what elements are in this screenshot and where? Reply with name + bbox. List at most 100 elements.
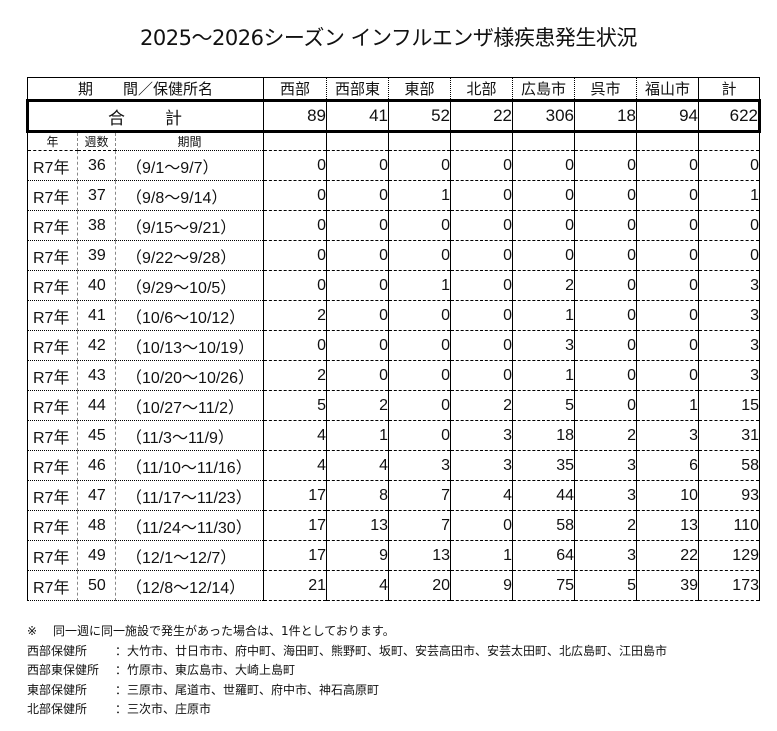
year-cell: R7年 xyxy=(27,150,78,181)
week-cell: 46 xyxy=(77,450,116,481)
year-cell: R7年 xyxy=(27,570,78,601)
total-value: 622 xyxy=(698,99,761,133)
count-cell: 0 xyxy=(450,510,513,541)
count-cell: 0 xyxy=(512,150,575,181)
count-cell: 0 xyxy=(388,330,451,361)
count-cell: 0 xyxy=(326,180,389,211)
count-cell: 0 xyxy=(388,390,451,421)
table-row: R7年 48 （11/24～11/30） 17 13 7 0 58 2 13 110 xyxy=(27,510,760,541)
total-value: 94 xyxy=(636,99,699,133)
count-cell: 0 xyxy=(326,210,389,241)
district-label: 東部保健所 xyxy=(27,682,88,697)
count-cell: 0 xyxy=(450,270,513,301)
header-row: 期 間／保健所名 西部 西部東 東部 北部 広島市 呉市 福山市 計 xyxy=(27,77,760,101)
count-cell: 0 xyxy=(388,360,451,391)
period-cell: （9/15～9/21） xyxy=(115,210,264,241)
empty-cell xyxy=(512,131,575,151)
count-cell: 0 xyxy=(326,270,389,301)
count-cell: 3 xyxy=(698,330,760,361)
count-cell: 10 xyxy=(636,480,699,511)
count-cell: 0 xyxy=(574,330,637,361)
count-cell: 0 xyxy=(388,150,451,181)
week-cell: 43 xyxy=(77,360,116,391)
period-cell: （10/13～10/19） xyxy=(115,330,264,361)
table-row: R7年 36 （9/1～9/7） 0 0 0 0 0 0 0 0 xyxy=(27,150,760,181)
year-cell: R7年 xyxy=(27,360,78,391)
total-value: 306 xyxy=(512,99,575,133)
count-cell: 0 xyxy=(326,330,389,361)
total-value: 89 xyxy=(263,99,327,133)
district-label: 西部東保健所 xyxy=(27,663,100,677)
count-cell: 3 xyxy=(450,420,513,451)
count-cell: 15 xyxy=(698,390,760,421)
period-cell: （9/1～9/7） xyxy=(115,150,264,181)
year-cell: R7年 xyxy=(27,420,78,451)
count-cell: 3 xyxy=(512,330,575,361)
period-cell: （10/6～10/12） xyxy=(115,300,264,331)
count-cell: 0 xyxy=(636,270,699,301)
count-cell: 0 xyxy=(512,180,575,211)
table-row: R7年 45 （11/3～11/9） 4 1 0 3 18 2 3 31 xyxy=(27,420,760,451)
week-cell: 45 xyxy=(77,420,116,451)
count-cell: 58 xyxy=(512,510,575,541)
period-cell: （9/22～9/28） xyxy=(115,240,264,271)
total-value: 22 xyxy=(450,99,513,133)
count-cell: 0 xyxy=(450,180,513,211)
period-header: 期間 xyxy=(115,131,264,151)
column-header: 計 xyxy=(698,77,760,101)
table-row: R7年 50 （12/8～12/14） 21 4 20 9 75 5 39 173 xyxy=(27,570,760,601)
count-cell: 0 xyxy=(698,240,760,271)
table-row: R7年 37 （9/8～9/14） 0 0 1 0 0 0 0 1 xyxy=(27,180,760,211)
count-cell: 0 xyxy=(636,240,699,271)
count-cell: 0 xyxy=(326,360,389,391)
count-cell: 0 xyxy=(263,240,327,271)
count-cell: 2 xyxy=(574,510,637,541)
count-cell: 0 xyxy=(636,300,699,331)
count-cell: 0 xyxy=(636,330,699,361)
count-cell: 0 xyxy=(326,300,389,331)
total-label: 合 計 xyxy=(26,99,264,133)
year-cell: R7年 xyxy=(27,270,78,301)
count-cell: 3 xyxy=(388,450,451,481)
total-row: 合 計 89 41 52 22 306 18 94 622 xyxy=(26,99,761,133)
count-cell: 0 xyxy=(450,210,513,241)
week-cell: 40 xyxy=(77,270,116,301)
week-cell: 39 xyxy=(77,240,116,271)
total-value: 41 xyxy=(326,99,389,133)
count-cell: 0 xyxy=(388,300,451,331)
count-cell: 0 xyxy=(512,240,575,271)
count-cell: 0 xyxy=(574,150,637,181)
period-cell: （10/20～10/26） xyxy=(115,360,264,391)
column-header: 西部 xyxy=(263,77,327,101)
empty-cell xyxy=(326,131,389,151)
count-cell: 3 xyxy=(698,360,760,391)
subheader-row: 年 週数 期間 xyxy=(27,131,760,151)
count-cell: 17 xyxy=(263,510,327,541)
table-row: R7年 43 （10/20～10/26） 2 0 0 0 1 0 0 3 xyxy=(27,360,760,391)
period-station-header: 期 間／保健所名 xyxy=(27,77,264,101)
district-label: 北部保健所 xyxy=(27,702,88,716)
week-cell: 37 xyxy=(77,180,116,211)
count-cell: 3 xyxy=(574,480,637,511)
year-cell: R7年 xyxy=(27,300,78,331)
year-cell: R7年 xyxy=(27,180,78,211)
count-cell: 4 xyxy=(326,570,389,601)
count-cell: 0 xyxy=(450,240,513,271)
empty-cell xyxy=(388,131,451,151)
count-cell: 13 xyxy=(388,540,451,571)
district-label: 西部保健所 xyxy=(27,643,88,658)
count-cell: 0 xyxy=(263,330,327,361)
count-cell: 5 xyxy=(263,390,327,421)
count-cell: 4 xyxy=(326,450,389,481)
table-row: R7年 38 （9/15～9/21） 0 0 0 0 0 0 0 0 xyxy=(27,210,760,241)
count-cell: 0 xyxy=(263,150,327,181)
column-header: 呉市 xyxy=(574,77,637,101)
count-cell: 3 xyxy=(574,450,637,481)
count-cell: 35 xyxy=(512,450,575,481)
table-row: R7年 44 （10/27～11/2） 5 2 0 2 5 0 1 15 xyxy=(27,390,760,421)
count-cell: 0 xyxy=(263,270,327,301)
count-cell: 0 xyxy=(636,180,699,211)
count-cell: 20 xyxy=(388,570,451,601)
count-cell: 0 xyxy=(388,420,451,451)
count-cell: 0 xyxy=(388,210,451,241)
